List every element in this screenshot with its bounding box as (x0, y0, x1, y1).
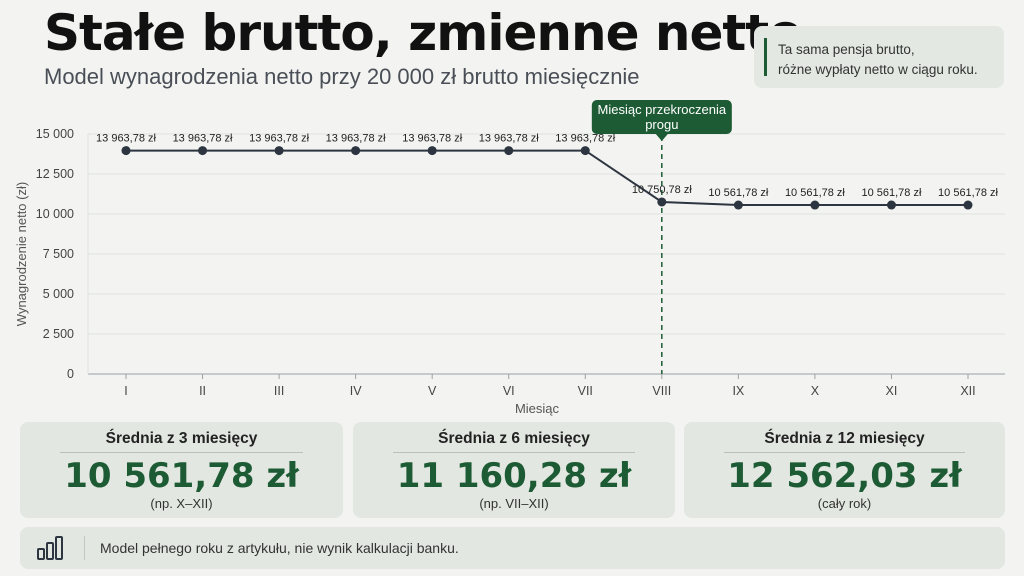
card-divider (60, 452, 303, 453)
data-label: 13 963,78 zł (96, 133, 156, 145)
data-point (810, 200, 820, 210)
data-label: 10 561,78 zł (785, 187, 845, 199)
footer-note: Model pełnego roku z artykułu, nie wynik… (20, 527, 1005, 569)
info-note: Ta sama pensja brutto, różne wypłaty net… (754, 26, 1004, 88)
data-point (351, 146, 361, 156)
data-label: 13 963,78 zł (326, 133, 386, 145)
threshold-label-box (591, 100, 732, 134)
data-label: 13 963,78 zł (249, 133, 309, 145)
card-value: 12 562,03 zł (727, 456, 962, 496)
y-tick-label: 10 000 (36, 207, 74, 221)
x-tick-label: X (811, 384, 820, 398)
note-accent-bar (764, 38, 767, 76)
y-tick-label: 5 000 (43, 287, 74, 301)
y-tick-label: 12 500 (36, 167, 74, 181)
threshold-annotation: Miesiąc przekroczenia progu (591, 100, 732, 374)
data-point (274, 146, 284, 156)
threshold-label-line-2: progu (645, 117, 678, 132)
data-label: 13 963,78 zł (402, 133, 462, 145)
data-label: 13 963,78 zł (555, 133, 615, 145)
x-tick-label: V (428, 384, 437, 398)
card-divider (393, 452, 635, 453)
card-title: Średnia z 12 miesięcy (764, 430, 925, 447)
y-tick-label: 2 500 (43, 327, 74, 341)
data-point (657, 197, 667, 207)
bar-chart-icon (37, 536, 63, 560)
data-label: 13 963,78 zł (479, 133, 539, 145)
y-tick-label: 0 (67, 367, 74, 381)
x-tick-label: III (274, 384, 284, 398)
x-tick-label: XI (886, 384, 898, 398)
data-point (963, 200, 973, 210)
data-label: 10 561,78 zł (861, 187, 921, 199)
threshold-label-line-1: Miesiąc przekroczenia (598, 102, 727, 117)
card-title: Średnia z 6 miesięcy (438, 430, 590, 447)
note-line-1: Ta sama pensja brutto, (778, 42, 915, 57)
x-axis-label: Miesiąc (515, 401, 560, 416)
card-divider (724, 452, 965, 453)
card-value: 10 561,78 zł (64, 456, 299, 496)
x-tick-label: VII (578, 384, 593, 398)
y-tick-label: 7 500 (43, 247, 74, 261)
chart-grid (87, 133, 1005, 375)
data-point (121, 146, 131, 156)
threshold-label-pointer (655, 134, 668, 141)
card-note: (np. X–XII) (150, 496, 213, 511)
data-point (580, 146, 590, 156)
x-tick-label: VIII (652, 384, 671, 398)
card-avg-3-months: Średnia z 3 miesięcy 10 561,78 zł (np. X… (20, 422, 343, 518)
footer-text: Model pełnego roku z artykułu, nie wynik… (100, 540, 459, 556)
card-title: Średnia z 3 miesięcy (105, 430, 258, 447)
x-tick-label: IX (732, 384, 744, 398)
y-tick-label: 15 000 (36, 127, 74, 141)
data-point (886, 200, 896, 210)
card-note: (cały rok) (817, 496, 872, 511)
footer-divider (84, 536, 85, 560)
x-tick-label: IV (350, 384, 362, 398)
data-label: 10 561,78 zł (708, 187, 768, 199)
x-tick-label: XII (960, 384, 975, 398)
page-subtitle: Model wynagrodzenia netto przy 20 000 zł… (44, 64, 640, 89)
y-axis-ticks: 0 2 500 5 000 7 500 10 000 12 500 15 000 (36, 127, 74, 381)
note-line-2: różne wypłaty netto w ciągu roku. (778, 62, 978, 77)
data-label: 10 750,78 zł (632, 184, 692, 196)
x-tick-label: II (199, 384, 206, 398)
card-value: 11 160,28 zł (396, 456, 632, 496)
card-avg-6-months: Średnia z 6 miesięcy 11 160,28 zł (np. V… (353, 422, 675, 518)
data-labels: 13 963,78 zł 13 963,78 zł 13 963,78 zł 13 9… (96, 133, 998, 199)
y-axis-label: Wynagrodzenie netto (zł) (14, 182, 29, 326)
data-point (504, 146, 514, 156)
series-line (126, 149, 968, 207)
x-tick-label: I (124, 384, 127, 398)
x-axis-ticks: I II III IV V VI VII VIII IX X XI XII (124, 374, 976, 398)
data-point (427, 146, 437, 156)
data-point (198, 146, 208, 156)
card-note: (np. VII–XII) (479, 496, 549, 511)
data-label: 10 561,78 zł (938, 187, 998, 199)
series-net-salary (121, 146, 973, 210)
data-point (733, 200, 743, 210)
data-label: 13 963,78 zł (173, 133, 233, 145)
card-avg-12-months: Średnia z 12 miesięcy 12 562,03 zł (cały… (684, 422, 1005, 518)
note-text: Ta sama pensja brutto, różne wypłaty net… (778, 40, 1003, 80)
x-tick-label: VI (503, 384, 515, 398)
page-title: Stałe brutto, zmienne netto (44, 4, 803, 62)
